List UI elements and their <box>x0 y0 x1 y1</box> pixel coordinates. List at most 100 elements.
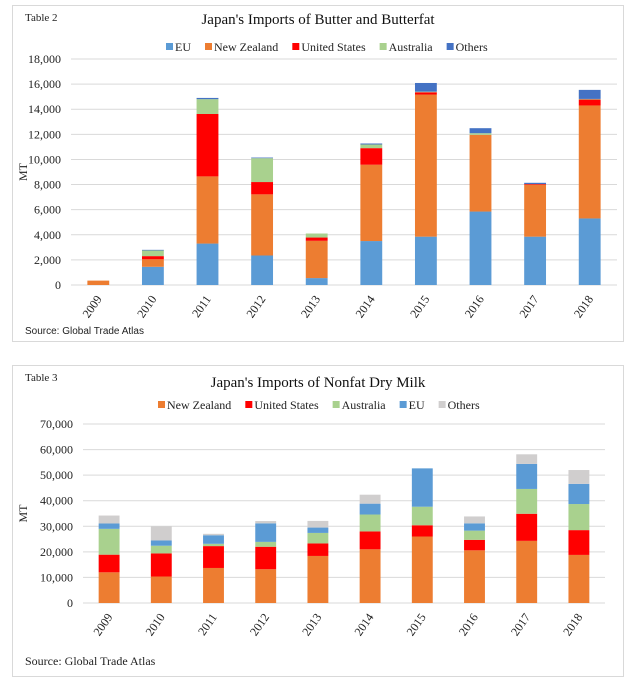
bar-segment-new-zealand-2018 <box>568 554 590 603</box>
legend-swatch <box>379 43 387 50</box>
bar-segment-eu-2014 <box>360 241 383 285</box>
bar-segment-australia-2010 <box>150 545 172 554</box>
bar-segment-new-zealand-2015 <box>414 94 437 237</box>
bar-segment-australia-2014 <box>360 144 383 149</box>
legend-entry: Others <box>448 398 480 412</box>
legend-swatch <box>292 43 300 50</box>
bar-segment-others-2018 <box>578 89 601 99</box>
bar-segment-united-states-2017 <box>524 184 547 185</box>
bar-segment-eu-2016 <box>464 523 485 531</box>
bar-segment-australia-2013 <box>305 233 328 238</box>
bar-segment-united-states-2017 <box>516 513 538 541</box>
x-tick-label: 2015 <box>404 611 429 639</box>
x-tick-label: 2018 <box>560 611 585 639</box>
bar-segment-others-2014 <box>360 143 383 145</box>
bar-segment-australia-2018 <box>578 98 601 100</box>
bar-segment-eu-2017 <box>524 236 547 285</box>
bar-segment-new-zealand-2013 <box>305 240 328 279</box>
bar-segment-others-2016 <box>464 516 485 524</box>
bar-segment-australia-2012 <box>251 158 274 183</box>
x-tick-label: 2009 <box>80 293 105 321</box>
bar-segment-others-2013 <box>307 520 329 528</box>
bar-segment-united-states-2013 <box>307 543 329 556</box>
nonfat-milk-chart: Japan's Imports of Nonfat Dry Milk New Ze… <box>16 375 605 639</box>
x-tick-label: 2018 <box>571 293 596 321</box>
bar-segment-united-states-2015 <box>414 92 437 95</box>
bar-segment-australia-2014 <box>359 514 381 532</box>
bar-segment-eu-2013 <box>305 278 328 285</box>
bar-segment-new-zealand-2012 <box>255 569 277 603</box>
bar-segment-australia-2009 <box>98 528 120 555</box>
legend-entry: United States <box>254 398 319 412</box>
legend-swatch <box>166 43 173 50</box>
table-label: Table 2 <box>25 12 58 24</box>
x-tick-label: 2013 <box>298 293 323 321</box>
y-tick-label: 0 <box>55 278 61 292</box>
x-tick-label: 2010 <box>134 293 159 321</box>
bar-segment-eu-2011 <box>196 243 219 285</box>
bar-segment-others-2012 <box>251 157 274 159</box>
y-tick-label: 50,000 <box>40 468 73 482</box>
butter-chart-panel: Table 2 Japan's Imports of Butter and Bu… <box>12 5 624 342</box>
y-tick-label: 30,000 <box>40 519 73 533</box>
bar-segment-new-zealand-2018 <box>578 105 601 219</box>
bar-segment-others-2012 <box>255 521 277 524</box>
bar-segment-others-2015 <box>414 82 437 92</box>
legend-entry: EU <box>409 398 425 412</box>
bar-segment-australia-2010 <box>141 250 164 257</box>
y-axis-label: MT <box>16 162 30 181</box>
bar-segment-eu-2018 <box>578 218 601 285</box>
bar-segment-new-zealand-2015 <box>411 536 433 603</box>
bar-segment-new-zealand-2016 <box>469 134 492 212</box>
bar-segment-eu-2012 <box>255 523 277 542</box>
y-tick-label: 4,000 <box>34 228 61 242</box>
source-note: Source: Global Trade Atlas <box>25 326 144 337</box>
x-tick-label: 2016 <box>462 293 487 321</box>
y-tick-label: 0 <box>67 596 73 610</box>
bar-segment-new-zealand-2009 <box>87 280 110 285</box>
bar-segment-others-2016 <box>469 128 492 134</box>
legend-entry: United States <box>301 40 366 54</box>
x-tick-label: 2012 <box>247 611 272 639</box>
bar-segment-new-zealand-2014 <box>360 164 383 242</box>
legend-swatch <box>158 401 165 408</box>
bar-segment-others-2010 <box>141 249 164 251</box>
bar-segment-new-zealand-2016 <box>464 550 485 603</box>
bar-segment-eu-2015 <box>411 468 433 507</box>
nonfat-milk-chart-panel: Table 3 Japan's Imports of Nonfat Dry Mi… <box>12 365 624 677</box>
table-label: Table 3 <box>25 372 58 384</box>
bar-segment-others-2017 <box>516 454 538 464</box>
legend-entry: Australia <box>389 40 434 54</box>
bar-segment-eu-2011 <box>203 535 224 544</box>
legend-swatch <box>332 401 340 408</box>
bar-segment-others-2018 <box>568 470 590 484</box>
bar-segment-australia-2017 <box>516 488 538 514</box>
bar-segment-united-states-2018 <box>578 99 601 106</box>
y-tick-label: 2,000 <box>34 253 61 267</box>
bar-segment-eu-2016 <box>469 211 492 285</box>
legend-entry: New Zealand <box>167 398 231 412</box>
bar-segment-australia-2016 <box>464 530 485 540</box>
bar-segment-australia-2012 <box>255 541 277 547</box>
bar-segment-eu-2018 <box>568 483 590 505</box>
x-tick-label: 2017 <box>508 611 533 639</box>
bar-segment-united-states-2012 <box>251 182 274 195</box>
bar-segment-australia-2011 <box>196 99 219 114</box>
x-tick-label: 2016 <box>456 611 481 639</box>
chart-title: Japan's Imports of Butter and Butterfat <box>201 12 435 28</box>
bar-segment-australia-2015 <box>411 506 433 526</box>
legend-entry: Others <box>456 40 488 54</box>
legend-swatch <box>245 401 253 408</box>
bar-segment-eu-2014 <box>359 503 381 515</box>
x-tick-label: 2014 <box>351 611 376 639</box>
bar-segment-new-zealand-2010 <box>141 259 164 267</box>
source-note: Source: Global Trade Atlas <box>25 654 156 668</box>
bar-segment-new-zealand-2017 <box>524 184 547 237</box>
x-tick-label: 2014 <box>353 293 378 321</box>
bar-segment-united-states-2009 <box>98 554 120 573</box>
x-tick-label: 2009 <box>90 611 115 639</box>
x-tick-label: 2011 <box>195 611 220 638</box>
bar-segment-new-zealand-2010 <box>150 576 172 603</box>
bar-segment-eu-2017 <box>516 463 538 489</box>
bar-segment-eu-2012 <box>251 255 274 285</box>
